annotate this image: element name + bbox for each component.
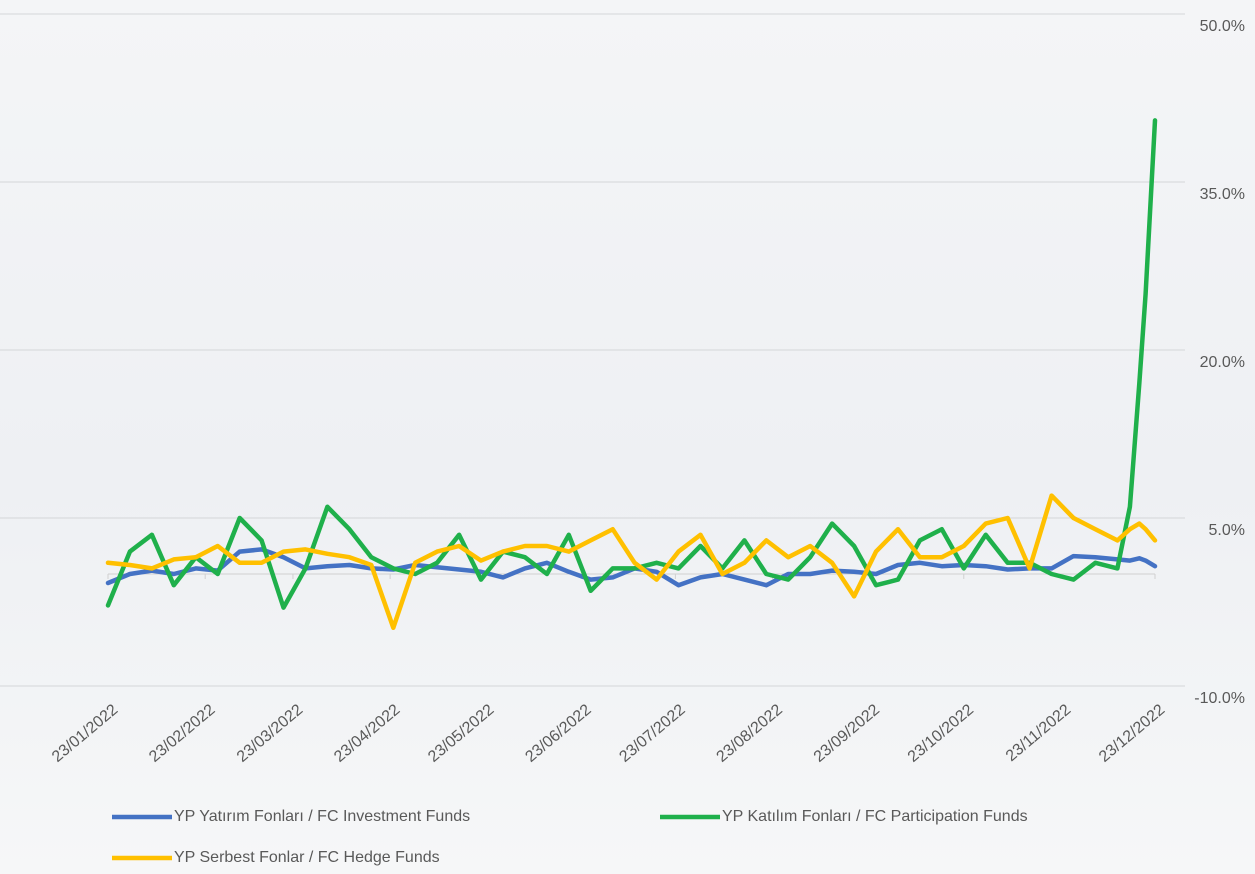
x-tick-label: 23/04/2022 <box>331 701 403 766</box>
x-tick-label: 23/12/2022 <box>1096 701 1168 766</box>
y-tick-label: -10.0% <box>1194 690 1245 707</box>
x-tick-label: 23/10/2022 <box>905 701 977 766</box>
legend-label: YP Yatırım Fonları / FC Investment Funds <box>174 808 470 825</box>
series-line <box>105 118 1158 610</box>
y-tick-label: 50.0% <box>1200 18 1245 35</box>
legend-label: YP Katılım Fonları / FC Participation Fu… <box>722 808 1028 825</box>
y-tick-label: 35.0% <box>1200 186 1245 203</box>
x-tick-label: 23/09/2022 <box>811 701 883 766</box>
x-tick-label: 23/02/2022 <box>146 701 218 766</box>
x-tick-label: 23/05/2022 <box>425 701 497 766</box>
y-tick-label: 5.0% <box>1209 522 1245 539</box>
x-tick-label: 23/11/2022 <box>1003 701 1074 765</box>
y-tick-label: 20.0% <box>1200 354 1245 371</box>
series-line <box>105 547 1158 588</box>
legend-label: YP Serbest Fonlar / FC Hedge Funds <box>174 849 440 866</box>
x-tick-label: 23/03/2022 <box>234 701 306 766</box>
x-tick-label: 23/06/2022 <box>522 701 594 766</box>
x-tick-label: 23/01/2022 <box>49 701 121 766</box>
series-line <box>105 493 1158 631</box>
x-tick-label: 23/08/2022 <box>714 701 786 766</box>
x-tick-label: 23/07/2022 <box>616 701 688 766</box>
